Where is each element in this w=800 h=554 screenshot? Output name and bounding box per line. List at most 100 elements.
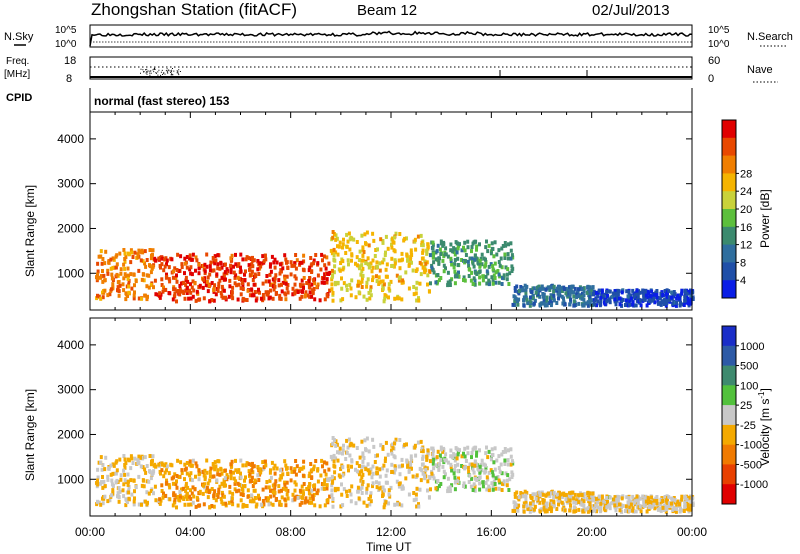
echo-cell xyxy=(172,269,175,274)
echo-cell xyxy=(137,268,141,273)
echo-cell xyxy=(342,487,346,492)
echo-cell xyxy=(397,258,401,263)
echo-cell xyxy=(248,499,252,504)
echo-cell xyxy=(672,500,676,505)
echo-cell xyxy=(580,296,584,301)
echo-cell xyxy=(95,296,99,301)
echo-cell xyxy=(365,436,369,441)
echo-cell xyxy=(192,288,196,293)
echo-cell xyxy=(390,256,394,261)
echo-cell xyxy=(500,471,504,476)
echo-cell xyxy=(650,500,654,505)
echo-cell xyxy=(569,490,573,495)
echo-cell xyxy=(216,253,220,258)
echo-cell xyxy=(426,488,429,493)
nsky-top-tick: 10^5 xyxy=(55,25,77,36)
echo-cell xyxy=(390,448,393,453)
echo-cell xyxy=(525,284,529,289)
echo-cell xyxy=(525,297,529,302)
echo-cell xyxy=(180,471,184,475)
echo-cell xyxy=(360,258,364,263)
echo-cell xyxy=(171,275,175,280)
echo-cell xyxy=(339,467,343,471)
echo-cell xyxy=(560,289,564,293)
echo-cell xyxy=(308,491,312,496)
echo-cell xyxy=(117,293,121,298)
echo-cell xyxy=(646,289,650,294)
echo-cell xyxy=(178,292,182,297)
echo-cell xyxy=(298,296,302,301)
echo-cell xyxy=(397,484,401,489)
echo-cell xyxy=(559,286,563,291)
echo-cell xyxy=(500,488,504,492)
echo-cell xyxy=(217,281,221,286)
echo-cell xyxy=(201,263,205,268)
echo-cell xyxy=(551,491,554,496)
nsearch-bottom-tick: 10^0 xyxy=(708,39,730,50)
echo-cell xyxy=(252,499,256,504)
echo-cell xyxy=(538,294,542,299)
echo-cell xyxy=(541,292,545,296)
echo-cell xyxy=(269,468,272,473)
echo-cell xyxy=(143,499,147,504)
echo-cell xyxy=(521,288,525,293)
echo-cell xyxy=(133,496,136,501)
echo-cell xyxy=(173,493,177,498)
echo-cell xyxy=(350,258,353,263)
echo-cell xyxy=(548,297,552,302)
echo-cell xyxy=(375,264,379,269)
echo-cell xyxy=(332,459,336,464)
echo-cell xyxy=(573,509,576,514)
echo-cell xyxy=(368,470,372,475)
echo-cell xyxy=(393,455,397,460)
echo-cell xyxy=(310,262,314,267)
echo-cell xyxy=(230,459,234,464)
echo-cell xyxy=(625,289,629,294)
colorbar-tick-label: 100 xyxy=(740,380,758,392)
echo-cell xyxy=(110,478,114,483)
echo-cell xyxy=(258,472,262,477)
echo-cell xyxy=(469,484,473,489)
echo-cell xyxy=(372,238,376,243)
echo-cell xyxy=(106,293,110,298)
echo-cell xyxy=(149,462,153,467)
echo-cell xyxy=(232,476,236,481)
echo-cell xyxy=(466,245,470,250)
echo-cell xyxy=(442,263,446,268)
echo-cell xyxy=(360,475,364,480)
echo-cell xyxy=(395,296,399,301)
echo-cell xyxy=(305,487,309,491)
echo-cell xyxy=(240,487,244,491)
echo-cell xyxy=(271,490,275,495)
echo-cell xyxy=(220,265,224,270)
echo-cell xyxy=(478,264,482,269)
echo-cell xyxy=(426,479,430,484)
echo-cell xyxy=(269,488,272,493)
echo-cell xyxy=(183,502,187,507)
echo-cell xyxy=(451,455,455,460)
echo-cell xyxy=(528,303,532,308)
echo-cell xyxy=(345,288,349,292)
echo-cell xyxy=(383,459,387,463)
echo-cell xyxy=(341,473,345,478)
echo-cell xyxy=(206,275,210,280)
echo-cell xyxy=(109,463,113,468)
echo-cell xyxy=(608,289,612,294)
echo-cell xyxy=(330,480,334,485)
echo-cell xyxy=(101,257,105,261)
echo-cell xyxy=(504,265,508,270)
echo-cell xyxy=(524,497,528,502)
echo-cell xyxy=(446,489,450,494)
echo-cell xyxy=(154,498,158,503)
echo-cell xyxy=(110,276,114,281)
echo-cell xyxy=(407,286,411,291)
echo-cell xyxy=(251,255,254,260)
echo-cell xyxy=(451,249,455,254)
echo-cell xyxy=(247,462,251,467)
echo-cell xyxy=(141,465,145,470)
echo-cell xyxy=(575,498,579,503)
echo-cell xyxy=(357,290,361,295)
echo-cell xyxy=(157,256,161,261)
echo-cell xyxy=(572,496,576,501)
echo-cell xyxy=(426,448,430,453)
